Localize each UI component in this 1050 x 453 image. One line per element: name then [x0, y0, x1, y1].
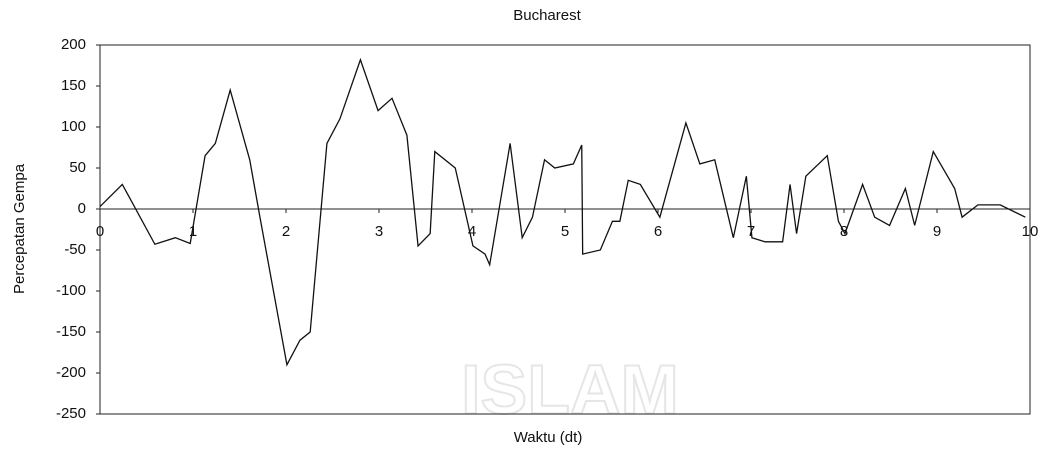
x-tick-label: 3	[375, 223, 383, 240]
x-tick-label: 0	[96, 223, 104, 240]
x-tick-label: 9	[933, 223, 941, 240]
plot-frame	[99, 44, 1031, 415]
x-tick-label: 2	[282, 223, 290, 240]
y-tick-label: -150	[56, 323, 86, 340]
y-tick-label: 50	[69, 159, 86, 176]
y-tick-label: -200	[56, 364, 86, 381]
x-tick-label: 4	[468, 223, 476, 240]
x-axis-label: Waktu (dt)	[514, 429, 583, 446]
y-tick-label: -50	[64, 241, 86, 258]
y-axis-label: Percepatan Gempa	[11, 163, 28, 294]
x-tick-label: 5	[561, 223, 569, 240]
x-tick-label: 1	[189, 223, 197, 240]
x-tick-label: 10	[1022, 223, 1039, 240]
y-tick-label: 200	[61, 36, 86, 53]
y-tick-label: 150	[61, 77, 86, 94]
data-line	[99, 57, 1026, 367]
y-tick-label: -250	[56, 405, 86, 422]
y-tick-label: 0	[78, 200, 86, 217]
x-tick-label: 6	[654, 223, 662, 240]
watermark: ISLAM	[461, 350, 679, 428]
y-tick-label: 100	[61, 118, 86, 135]
y-tick-label: -100	[56, 282, 86, 299]
chart-title: Bucharest	[513, 7, 581, 24]
